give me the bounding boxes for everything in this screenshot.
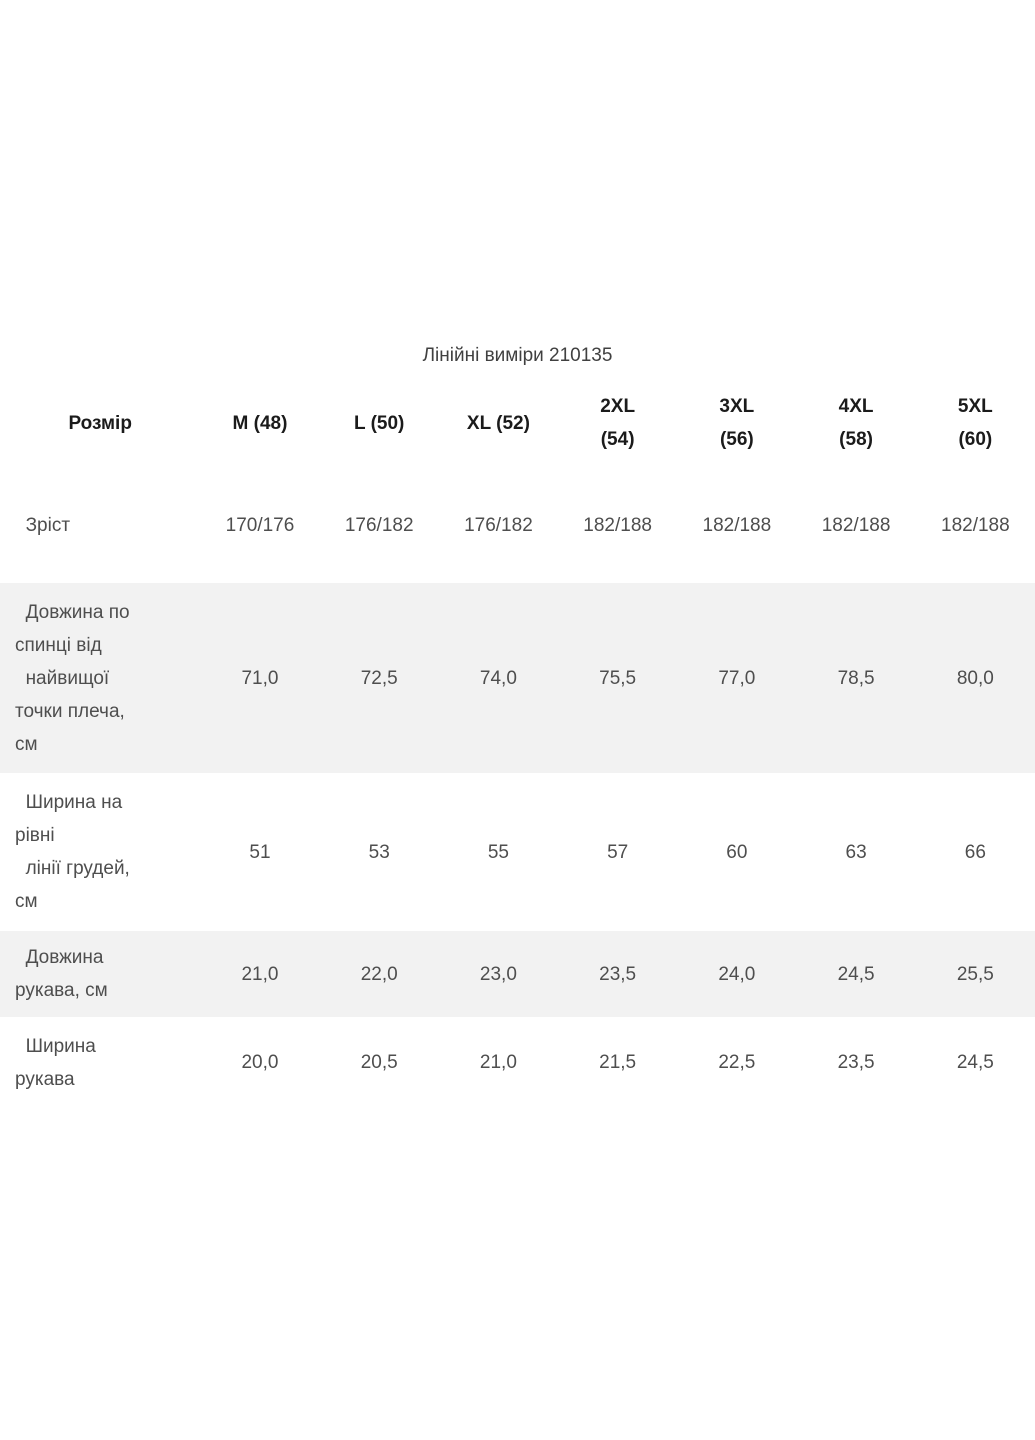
measurement-value-cell: 20,5 <box>360 1052 398 1073</box>
measurement-value-cell: 182/188 <box>583 515 652 536</box>
measurement-value-cell: 23,5 <box>837 1052 875 1073</box>
measurement-value-cell: 21,5 <box>599 1052 637 1073</box>
measurement-value-cell: 20,0 <box>241 1052 279 1073</box>
table-row: Довжина рукава, см 21,0 22,0 23,0 23,5 24,0 24… <box>0 931 1035 1017</box>
measurement-value-cell: 66 <box>964 841 986 863</box>
measurement-row-label: Довжина по спинці від найвищої точки пле… <box>15 601 130 755</box>
measurement-value-cell: 24,5 <box>956 1052 994 1073</box>
size-chart-sheet: Лінійні виміри 210135 Розмір M (48) L (50)… <box>0 345 1035 1108</box>
measurement-value-cell: 23,0 <box>479 963 517 985</box>
measurement-value-cell: 23,5 <box>599 963 637 985</box>
measurement-value-cell: 53 <box>368 841 390 863</box>
table-header-row: Розмір M (48) L (50) XL (52) 2XL (54) 3XL (56… <box>0 378 1035 468</box>
size-measurements-table: Розмір M (48) L (50) XL (52) 2XL (54) 3XL (56… <box>0 378 1035 1108</box>
measurement-value-cell: 176/182 <box>344 515 414 536</box>
measurement-value-cell: 22,0 <box>360 963 398 985</box>
measurement-row-label: Ширина на рівні лінії грудей, см <box>15 792 130 912</box>
measurement-value-cell: 182/188 <box>941 515 1010 536</box>
measurement-value-cell: 63 <box>845 841 867 863</box>
size-column-header: M (48) <box>232 412 288 434</box>
measurement-value-cell: 57 <box>607 841 629 863</box>
measurement-value-cell: 170/176 <box>225 515 295 536</box>
measurement-value-cell: 21,0 <box>241 963 279 985</box>
measurement-value-cell: 24,0 <box>718 963 756 985</box>
table-row: Ширина рукава 20,0 20,5 21,0 21,5 22,5 23,5 24,… <box>0 1017 1035 1108</box>
table-row: Зріст 170/176 176/182 176/182 182/188 182/188… <box>0 468 1035 583</box>
measurement-value-cell: 72,5 <box>360 667 398 689</box>
measurement-value-cell: 182/188 <box>702 515 772 536</box>
measurement-value-cell: 77,0 <box>718 667 756 689</box>
size-column-header: XL (52) <box>466 412 530 434</box>
measurement-value-cell: 51 <box>249 841 271 863</box>
measurement-value-cell: 75,5 <box>599 667 637 689</box>
measurement-value-cell: 24,5 <box>837 963 875 985</box>
measurement-value-cell: 176/182 <box>464 515 533 536</box>
measurement-value-cell: 80,0 <box>956 667 994 689</box>
size-table-title: Лінійні виміри 210135 <box>422 345 613 366</box>
size-column-header: 4XL (58) <box>838 396 874 450</box>
measurement-row-label: Довжина рукава, см <box>15 947 108 1001</box>
measurement-value-cell: 60 <box>726 841 748 863</box>
size-column-header: 3XL (56) <box>719 396 755 450</box>
measurement-row-label: Зріст <box>15 515 71 536</box>
measurement-row-label: Ширина рукава <box>15 1035 96 1090</box>
measurement-value-cell: 182/188 <box>821 515 891 536</box>
measurement-value-cell: 71,0 <box>241 667 279 689</box>
size-column-header: 5XL (60) <box>957 396 993 450</box>
table-row: Ширина на рівні лінії грудей, см 51 53 55 57… <box>0 773 1035 931</box>
measurement-value-cell: 22,5 <box>718 1052 756 1073</box>
measurement-value-cell: 21,0 <box>479 1052 517 1073</box>
measurement-value-cell: 78,5 <box>837 667 875 689</box>
size-column-header: 2XL (54) <box>600 396 636 450</box>
size-column-header: L (50) <box>354 412 405 434</box>
measurement-value-cell: 74,0 <box>479 667 517 689</box>
row-label-column-header: Розмір <box>68 412 132 434</box>
measurement-value-cell: 55 <box>487 841 509 863</box>
table-row: Довжина по спинці від найвищої точки пле… <box>0 583 1035 773</box>
measurement-value-cell: 25,5 <box>956 963 994 985</box>
